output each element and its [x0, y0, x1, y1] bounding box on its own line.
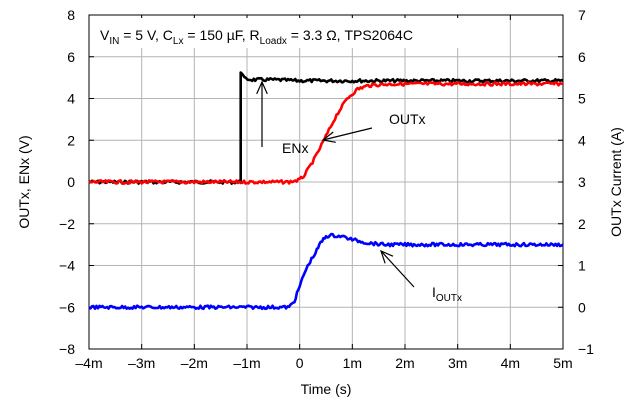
y-left-tick-label: −4	[59, 258, 75, 274]
x-tick-label: –3m	[128, 355, 155, 371]
x-ticks: –4m –3m –2m –1m 0 1m 2m 3m 4m 5m	[75, 15, 573, 371]
series-layer	[88, 71, 564, 311]
y-right-tick-label: 5	[578, 91, 586, 107]
y-left-tick-label: 4	[67, 91, 75, 107]
x-tick-label: –1m	[233, 355, 260, 371]
arrow-enx-head	[256, 80, 268, 95]
vin-value: = 5 V, C	[119, 27, 173, 43]
x-tick-label: 5m	[553, 355, 572, 371]
conditions-box	[93, 18, 495, 48]
y-right-tick-label: 3	[578, 174, 586, 190]
y-left-tick-label: 6	[67, 49, 75, 65]
series-line-enx	[88, 71, 564, 185]
x-tick-label: –4m	[75, 355, 102, 371]
series-line-outx	[88, 81, 564, 185]
x-axis-title: Time (s)	[301, 381, 352, 397]
y-right-tick-label: 1	[578, 258, 586, 274]
arrow-ioutx-head	[380, 249, 394, 264]
r-value: = 3.3 Ω, TPS2064C	[287, 27, 413, 43]
y-left-tick-label: 0	[67, 174, 75, 190]
c-value: = 150 µF, R	[183, 27, 259, 43]
y-right-tick-label: 4	[578, 132, 586, 148]
y-left-axis-title: OUTx, ENx (V)	[16, 135, 32, 228]
y-left-tick-label: 2	[67, 132, 75, 148]
x-tick-label: 0	[296, 355, 304, 371]
y-right-tick-label: −1	[578, 341, 594, 357]
annotation-enx: ENx	[282, 140, 308, 156]
y-left-tick-label: −6	[59, 299, 75, 315]
annotation-arrows	[256, 80, 415, 288]
y-left-ticks: −8 −6 −4 −2 0 2 4 6 8	[59, 7, 94, 357]
x-tick-label: 4m	[501, 355, 520, 371]
y-right-tick-label: 0	[578, 299, 586, 315]
x-tick-label: 1m	[343, 355, 362, 371]
y-right-tick-label: 6	[578, 49, 586, 65]
c-subscript: Lx	[173, 36, 184, 47]
annotation-outx: OUTx	[389, 111, 426, 127]
y-right-tick-label: 7	[578, 7, 586, 23]
y-left-tick-label: 8	[67, 7, 75, 23]
x-tick-label: –2m	[181, 355, 208, 371]
y-left-tick-label: −2	[59, 216, 75, 232]
annotation-ioutx: IOUTx	[432, 284, 462, 304]
vin-subscript: IN	[109, 36, 119, 47]
ioutx-main: I	[432, 284, 436, 300]
arrow-ioutx	[380, 250, 415, 288]
y-left-tick-label: −8	[59, 341, 75, 357]
r-subscript: Loadx	[260, 36, 287, 47]
ioutx-subscript: OUTx	[436, 293, 462, 304]
arrow-outx	[322, 127, 373, 141]
vin-symbol: V	[100, 27, 110, 43]
x-tick-label: 3m	[448, 355, 467, 371]
arrow-outx-head	[321, 131, 336, 143]
conditions-label: VIN = 5 V, CLx = 150 µF, RLoadx = 3.3 Ω,…	[100, 27, 413, 47]
y-right-axis-title: OUTx Current (A)	[608, 127, 624, 237]
y-right-tick-label: 2	[578, 216, 586, 232]
series-line-ioutx	[88, 232, 564, 311]
x-tick-label: 2m	[395, 355, 414, 371]
y-right-ticks: −1 0 1 2 3 4 5 6 7	[558, 7, 594, 357]
